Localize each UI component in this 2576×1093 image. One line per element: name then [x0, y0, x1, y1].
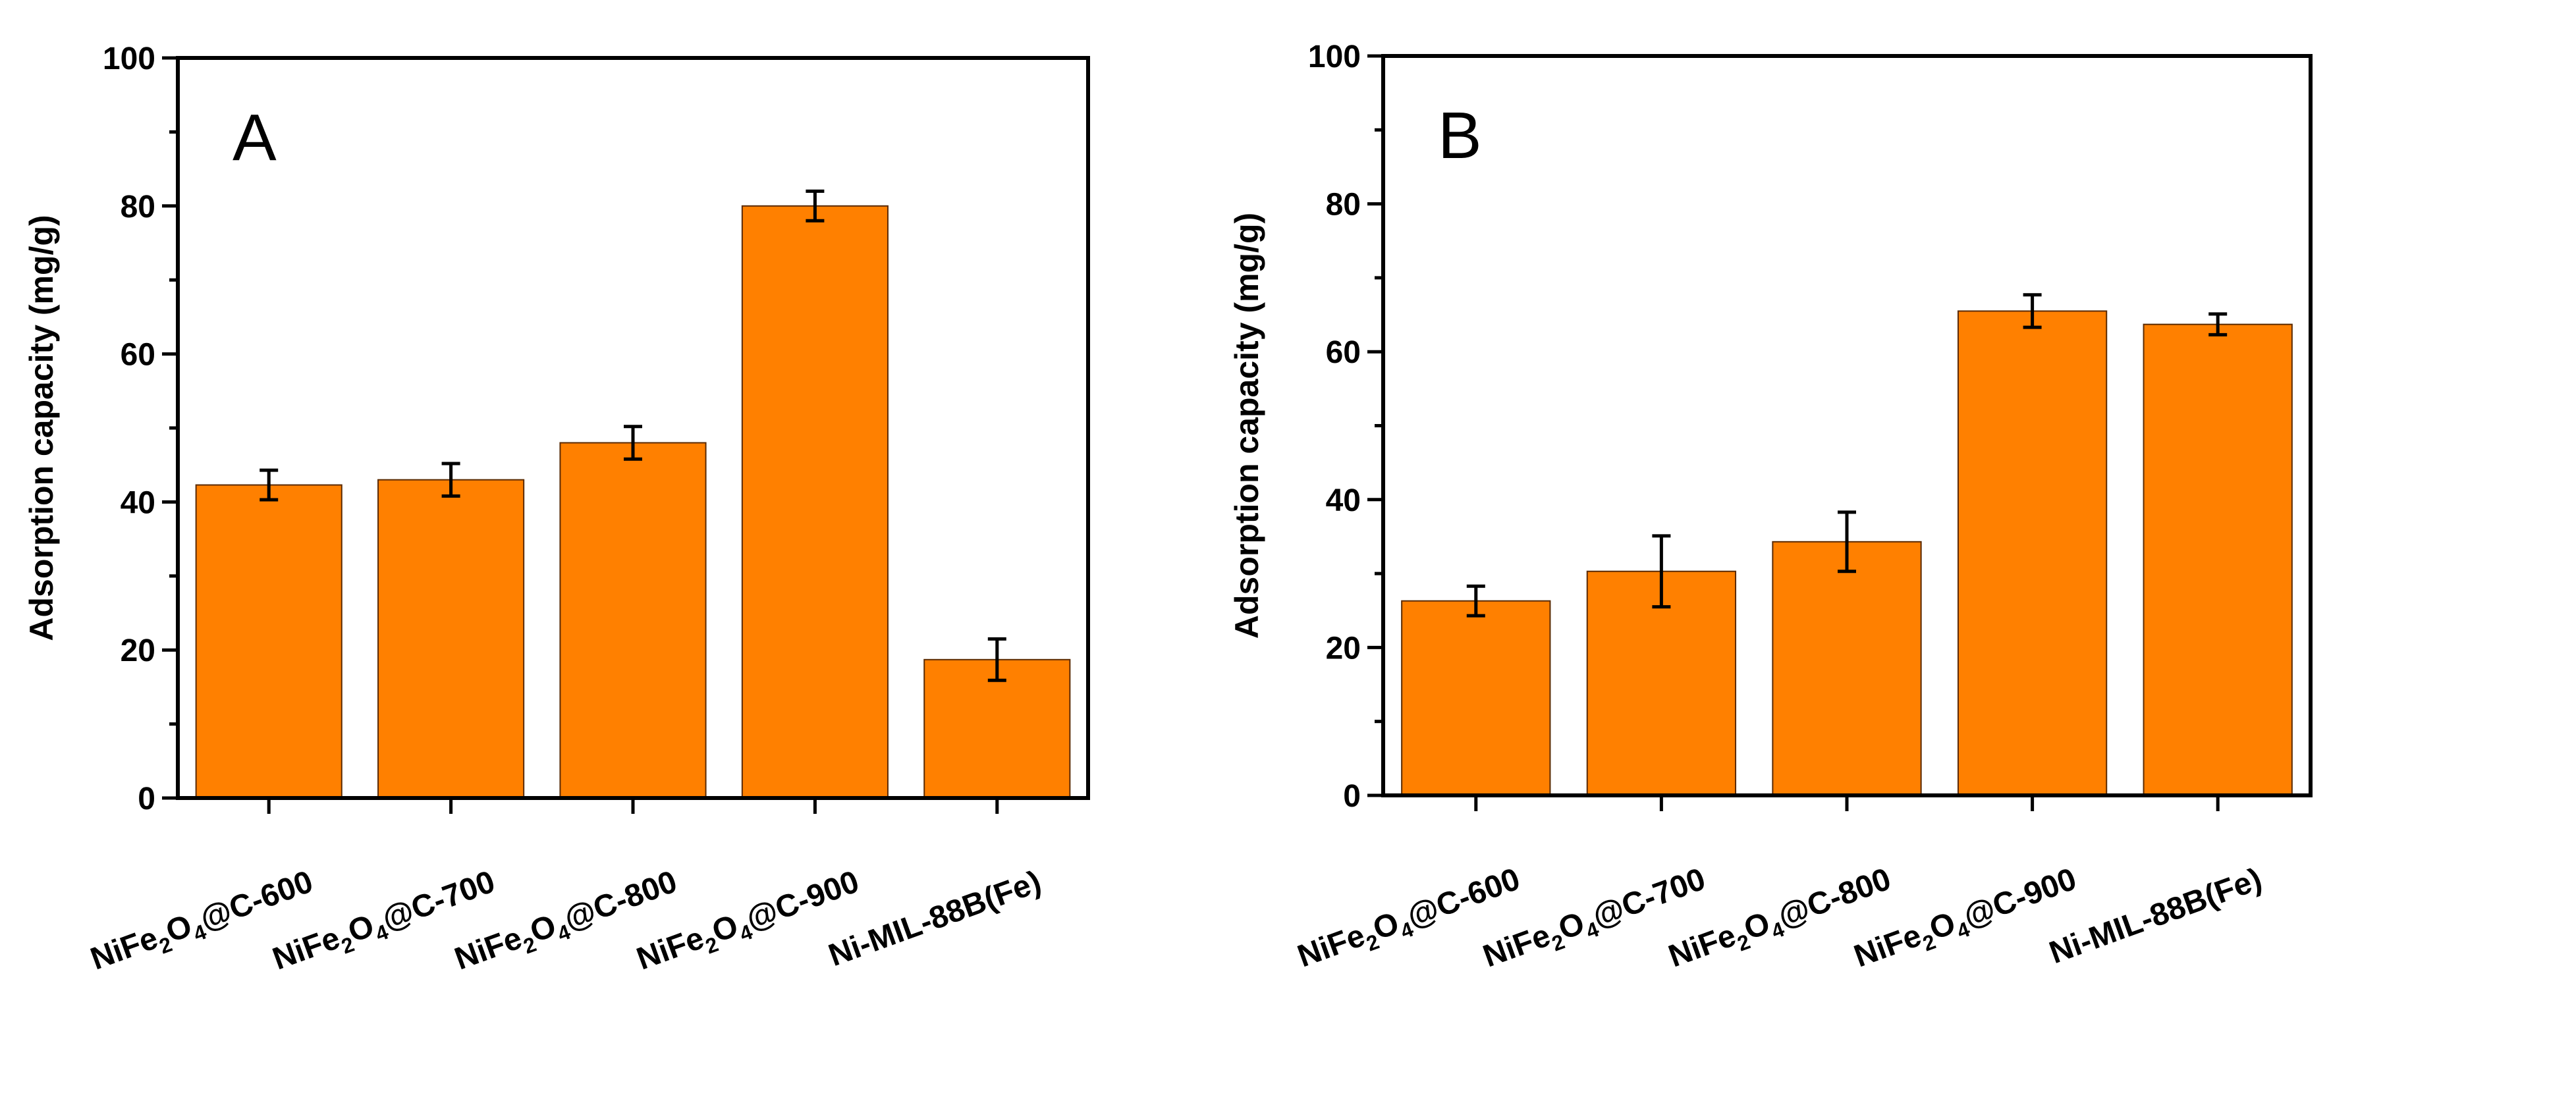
label-text: @C-900	[742, 865, 863, 938]
bar	[741, 205, 889, 799]
y-tick-label: 100	[103, 41, 155, 76]
y-axis-label: Adsorption capacity (mg/g)	[1228, 213, 1265, 639]
error-bar	[260, 468, 279, 502]
error-bar	[1466, 584, 1485, 618]
y-tick-label: 40	[1326, 483, 1361, 518]
bar	[1772, 541, 1922, 796]
bar	[1401, 600, 1551, 796]
error-bar	[624, 425, 642, 461]
label-text: @C-800	[1774, 862, 1896, 935]
label-text: NiFe	[268, 920, 344, 976]
label-text: @C-700	[377, 865, 499, 938]
label-text: NiFe	[632, 920, 709, 976]
panel-label: A	[233, 101, 277, 174]
bar	[1957, 310, 2108, 796]
label-text: NiFe	[1850, 918, 1926, 974]
y-axis-label: Adsorption capacity (mg/g)	[23, 215, 60, 641]
label-text: NiFe	[1293, 918, 1369, 974]
label-text: NiFe	[451, 920, 527, 976]
label-text: NiFe	[1479, 918, 1555, 974]
x-tick-label: Ni-MIL-88B(Fe)	[2045, 862, 2266, 971]
label-text: @C-800	[560, 865, 682, 938]
y-tick-label: 40	[121, 485, 155, 520]
label-text: @C-600	[1403, 862, 1525, 935]
bar	[377, 479, 525, 799]
error-bar	[1652, 534, 1671, 609]
bar	[1586, 570, 1737, 797]
y-tick-label: 0	[1343, 779, 1361, 814]
bar	[195, 484, 343, 799]
error-bar	[441, 462, 460, 498]
y-tick-label: 80	[1326, 188, 1361, 223]
bar	[559, 442, 707, 799]
label-text: NiFe	[86, 920, 163, 976]
error-bar	[806, 189, 825, 223]
panel-label: B	[1438, 99, 1482, 173]
y-tick-label: 20	[1326, 631, 1361, 666]
label-text: Ni-MIL-88B(Fe)	[2045, 862, 2266, 971]
bar	[2143, 323, 2293, 796]
y-tick-label: 20	[121, 633, 155, 668]
error-bar	[1838, 510, 1856, 573]
y-tick-label: 60	[121, 338, 155, 373]
y-tick-label: 60	[1326, 335, 1361, 370]
label-text: @C-900	[1959, 862, 2081, 935]
bar	[923, 658, 1071, 799]
x-tick-label: NiFe2O4@C-600	[86, 865, 319, 982]
y-tick-label: 100	[1308, 40, 1361, 74]
chart-panel-b: NiFe2O4@C-600NiFe2O4@C-700NiFe2O4@C-800N…	[1228, 40, 2313, 974]
label-text: @C-600	[196, 865, 317, 938]
label-text: @C-700	[1588, 862, 1710, 935]
chart-panel-a: NiFe2O4@C-600NiFe2O4@C-700NiFe2O4@C-800N…	[23, 41, 1090, 982]
error-bar	[2023, 293, 2042, 329]
y-tick-label: 80	[121, 190, 155, 225]
label-text: NiFe	[1664, 918, 1741, 974]
error-bar	[2208, 312, 2228, 336]
y-tick-label: 0	[138, 782, 155, 816]
error-bar	[987, 637, 1006, 682]
